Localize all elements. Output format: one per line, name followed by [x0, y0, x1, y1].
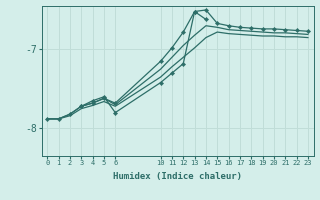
- X-axis label: Humidex (Indice chaleur): Humidex (Indice chaleur): [113, 172, 242, 181]
